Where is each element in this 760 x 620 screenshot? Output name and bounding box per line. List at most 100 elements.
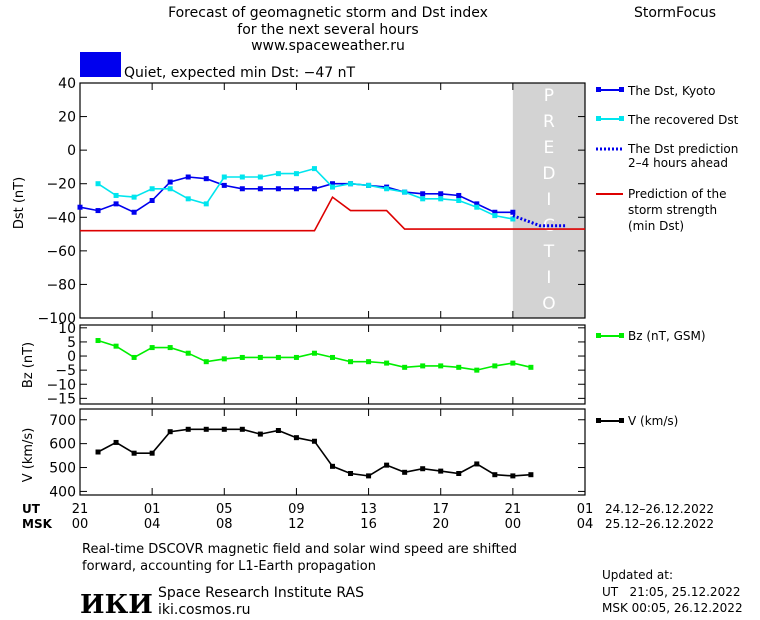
speed-data-point bbox=[330, 463, 335, 469]
msk-tick-label: 00 bbox=[505, 517, 522, 532]
speed-data-point bbox=[293, 435, 299, 441]
dst-data-point bbox=[492, 213, 498, 219]
msk-tick-label: 00 bbox=[72, 517, 89, 532]
bz-ytick-label: 0 bbox=[67, 349, 76, 365]
speed-ytick-label: 500 bbox=[49, 461, 76, 477]
ut-tick-label: 01 bbox=[577, 502, 594, 517]
updated-msk: MSK 00:05, 26.12.2022 bbox=[602, 601, 743, 615]
dst-data-point bbox=[420, 196, 426, 202]
chart-title-line1: Forecast of geomagnetic storm and Dst in… bbox=[168, 5, 488, 21]
bz-data-point bbox=[275, 354, 281, 360]
ut-tick-label: 09 bbox=[288, 502, 305, 517]
prediction-letter: D bbox=[542, 164, 555, 184]
bz-ytick-label: 5 bbox=[67, 335, 76, 351]
dst-data-point bbox=[330, 184, 335, 190]
dst-data-point bbox=[221, 182, 227, 188]
legend-storm-strength: Prediction of the storm strength (min Dst) bbox=[596, 187, 727, 233]
speed-frame bbox=[79, 408, 586, 496]
msk-tick-label: 12 bbox=[288, 517, 305, 532]
msk-tick-label: 20 bbox=[432, 517, 449, 532]
dst-ytick-label: −100 bbox=[38, 311, 76, 327]
dst-data-point bbox=[239, 174, 245, 180]
bz-data-point bbox=[492, 363, 498, 369]
bz-data-point bbox=[185, 350, 191, 356]
dst-data-point bbox=[348, 181, 354, 187]
dst-series-line-0 bbox=[79, 176, 513, 214]
legend-dst-kyoto: The Dst, Kyoto bbox=[596, 84, 715, 98]
dst-data-point bbox=[510, 216, 516, 222]
speed-data-point bbox=[402, 469, 408, 475]
speed-ytick-label: 600 bbox=[49, 437, 76, 453]
bz-data-point bbox=[366, 359, 372, 365]
speed-data-point bbox=[239, 426, 245, 432]
prediction-letter: R bbox=[543, 112, 555, 132]
legend-bz-label: Bz (nT, GSM) bbox=[628, 329, 706, 343]
dst-data-point bbox=[330, 181, 335, 187]
bz-data-point bbox=[95, 338, 101, 344]
legend-speed: V (km/s) bbox=[596, 414, 678, 428]
dst-ytick-label: 0 bbox=[67, 143, 76, 159]
dst-data-point bbox=[113, 201, 119, 207]
prediction-letter: E bbox=[544, 138, 555, 158]
dst-data-point bbox=[95, 181, 101, 187]
dst-data-point bbox=[456, 192, 462, 198]
bz-data-point bbox=[221, 356, 227, 362]
speed-data-point bbox=[492, 472, 498, 478]
prediction-letter: N bbox=[543, 320, 556, 340]
legend-dst-prediction-label: The Dst prediction 2–4 hours ahead bbox=[627, 142, 738, 170]
dst-data-point bbox=[203, 201, 209, 207]
speed-axis-label: V (km/s) bbox=[21, 428, 36, 483]
dst-data-point bbox=[275, 186, 281, 192]
dst-data-point bbox=[221, 174, 227, 180]
status-color-swatch bbox=[80, 52, 121, 77]
speed-data-point bbox=[438, 468, 444, 474]
prediction-letter: I bbox=[546, 268, 551, 288]
dst-data-point bbox=[149, 186, 155, 192]
bz-ytick-label: −15 bbox=[46, 391, 76, 407]
updated-ut: UT 21:05, 25.12.2022 bbox=[602, 585, 740, 599]
speed-panel: 700 600 500 400 bbox=[49, 408, 586, 500]
bz-frame bbox=[79, 324, 586, 405]
speed-ytick-label: 700 bbox=[49, 413, 76, 429]
dst-data-point bbox=[239, 186, 245, 192]
bz-ytick-label: 10 bbox=[58, 321, 76, 337]
bz-data-point bbox=[167, 345, 173, 351]
dst-ytick-label: −60 bbox=[46, 244, 76, 260]
legend-storm-strength-label: Prediction of the storm strength (min Dst) bbox=[628, 187, 727, 233]
msk-axis-label: MSK bbox=[22, 517, 53, 531]
dst-ytick-label: 20 bbox=[58, 110, 76, 126]
speed-data-point bbox=[348, 471, 354, 476]
speed-data-point bbox=[185, 426, 191, 432]
ut-tick-label: 21 bbox=[72, 502, 89, 517]
bz-data-point bbox=[149, 345, 155, 351]
speed-data-point bbox=[420, 466, 426, 472]
status-text: Quiet, expected min Dst: −47 nT bbox=[124, 65, 356, 81]
bz-data-point bbox=[131, 354, 137, 360]
source-url: www.spaceweather.ru bbox=[251, 38, 405, 54]
dst-data-point bbox=[293, 186, 299, 192]
dst-data-point bbox=[185, 196, 191, 202]
bz-ytick-label: −5 bbox=[55, 363, 76, 379]
dst-data-point bbox=[203, 176, 209, 182]
bz-data-point bbox=[474, 367, 480, 373]
ut-tick-label: 05 bbox=[216, 502, 233, 517]
bz-data-point bbox=[239, 354, 245, 360]
dst-ytick-label: 40 bbox=[58, 76, 76, 92]
bz-data-point bbox=[330, 354, 335, 360]
institute-name: Space Research Institute RAS bbox=[158, 585, 364, 601]
dst-series-line-2 bbox=[512, 214, 567, 228]
dst-data-point bbox=[167, 186, 173, 192]
dst-data-point bbox=[474, 204, 480, 210]
prediction-zone bbox=[512, 83, 585, 318]
dst-data-point bbox=[402, 189, 408, 195]
dst-data-point bbox=[311, 186, 317, 192]
dst-data-point bbox=[492, 209, 498, 215]
footer-note-line1: Real-time DSCOVR magnetic field and sola… bbox=[82, 542, 517, 557]
speed-data-point bbox=[221, 426, 227, 432]
dst-data-point bbox=[474, 201, 480, 207]
dst-series-line-1 bbox=[97, 167, 514, 220]
